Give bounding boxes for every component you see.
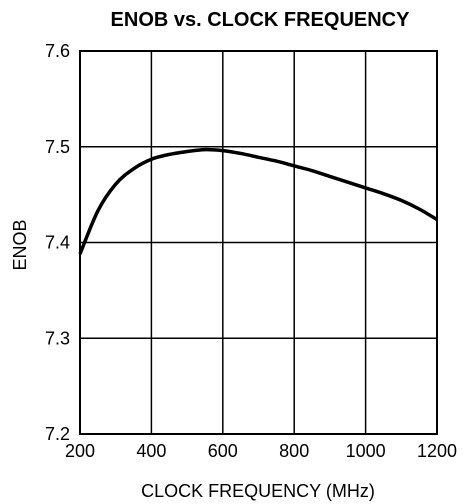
enob-series-line (78, 147, 438, 255)
grid (79, 50, 438, 435)
y-tick-label: 7.2 (45, 424, 70, 444)
y-tick-label: 7.6 (45, 41, 70, 61)
x-tick-label: 1000 (346, 441, 386, 461)
tick-labels: 200 400 600 800 1000 1200 7.2 7.3 7.4 7.5 7.6 (45, 41, 457, 461)
x-tick-label: 200 (65, 441, 95, 461)
y-tick-label: 7.4 (45, 233, 70, 253)
plot-frame (79, 50, 438, 435)
y-tick-label: 7.3 (45, 328, 70, 348)
series-layer (78, 147, 438, 255)
chart-title: ENOB vs. CLOCK FREQUENCY (111, 9, 411, 31)
x-tick-label: 400 (136, 441, 166, 461)
x-axis-label: CLOCK FREQUENCY (MHz) (141, 481, 375, 501)
x-tick-label: 600 (208, 441, 238, 461)
y-axis-label: ENOB (10, 219, 30, 270)
y-tick-label: 7.5 (45, 137, 70, 157)
x-tick-label: 800 (279, 441, 309, 461)
x-tick-label: 1200 (417, 441, 457, 461)
